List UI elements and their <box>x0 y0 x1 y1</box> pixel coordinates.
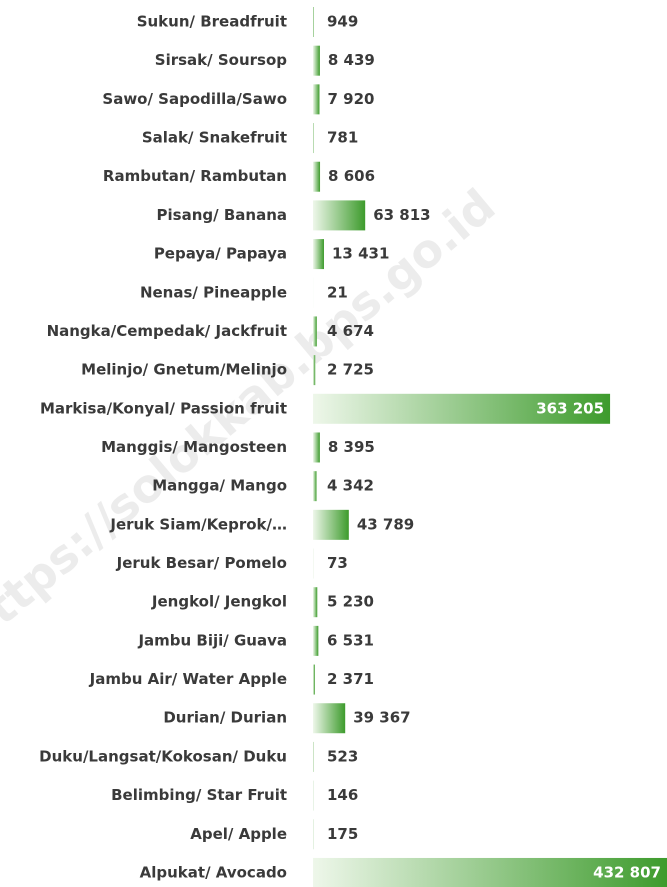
bar <box>313 7 314 37</box>
value-label: 523 <box>327 747 358 765</box>
category-label: Pisang/ Banana <box>157 206 287 224</box>
value-label: 949 <box>327 13 358 31</box>
bar <box>313 123 314 154</box>
category-label: Sawo/ Sapodilla/Sawo <box>102 90 287 108</box>
value-label: 5 230 <box>327 593 374 611</box>
value-label: 63 813 <box>373 206 430 224</box>
value-label: 21 <box>327 283 348 301</box>
value-label: 8 606 <box>328 167 375 185</box>
bar <box>313 432 320 463</box>
category-label: Durian/ Durian <box>163 709 287 727</box>
value-label: 13 431 <box>332 245 389 263</box>
category-label: Apel/ Apple <box>190 825 287 843</box>
category-label: Manggis/ Mangosteen <box>101 438 287 456</box>
value-label: 8 439 <box>328 51 375 69</box>
value-label: 781 <box>327 129 358 147</box>
bar <box>313 703 346 734</box>
bar <box>313 355 316 386</box>
category-label: Salak/ Snakefruit <box>142 129 287 147</box>
value-label: 2 371 <box>327 670 374 688</box>
value-label: 8 395 <box>328 438 375 456</box>
category-label: Belimbing/ Star Fruit <box>111 786 287 804</box>
category-label: Pepaya/ Papaya <box>154 245 287 263</box>
bar <box>313 587 318 618</box>
value-label: 175 <box>327 825 358 843</box>
value-label: 146 <box>327 786 358 804</box>
category-label: Melinjo/ Gnetum/Melinjo <box>81 361 287 379</box>
value-label: 4 674 <box>327 322 374 340</box>
bar <box>313 161 321 192</box>
bar <box>313 625 319 656</box>
bar <box>313 509 349 540</box>
category-label: Jeruk Besar/ Pomelo <box>116 554 287 572</box>
value-label: 7 920 <box>327 90 374 108</box>
category-label: Duku/Langsat/Kokosan/ Duku <box>39 747 287 765</box>
category-label: Jeruk Siam/Keprok/… <box>109 515 287 533</box>
bar <box>313 857 667 887</box>
category-label: Nangka/Cempedak/ Jackfruit <box>47 322 287 340</box>
value-label: 363 205 <box>536 399 604 417</box>
bar <box>313 84 320 115</box>
category-label: Sukun/ Breadfruit <box>137 13 287 31</box>
bar <box>313 45 320 76</box>
category-label: Alpukat/ Avocado <box>140 863 287 881</box>
bar <box>313 664 315 695</box>
category-label: Jengkol/ Jengkol <box>151 593 287 611</box>
bar <box>313 471 317 502</box>
value-label: 432 807 <box>593 863 661 881</box>
value-label: 43 789 <box>357 515 414 533</box>
value-label: 6 531 <box>327 631 374 649</box>
category-label: Mangga/ Mango <box>152 477 287 495</box>
bar <box>313 239 324 270</box>
category-label: Rambutan/ Rambutan <box>103 167 287 185</box>
category-label: Sirsak/ Soursop <box>155 51 287 69</box>
value-label: 39 367 <box>353 709 410 727</box>
category-label: Nenas/ Pineapple <box>140 283 287 301</box>
bar <box>313 316 317 347</box>
category-label: Markisa/Konyal/ Passion fruit <box>40 399 287 417</box>
bar <box>313 200 366 231</box>
value-label: 4 342 <box>327 477 374 495</box>
category-label: Jambu Biji/ Guava <box>137 631 287 649</box>
bar <box>313 393 611 424</box>
value-label: 2 725 <box>327 361 374 379</box>
category-label: Jambu Air/ Water Apple <box>89 670 287 688</box>
value-label: 73 <box>327 554 348 572</box>
